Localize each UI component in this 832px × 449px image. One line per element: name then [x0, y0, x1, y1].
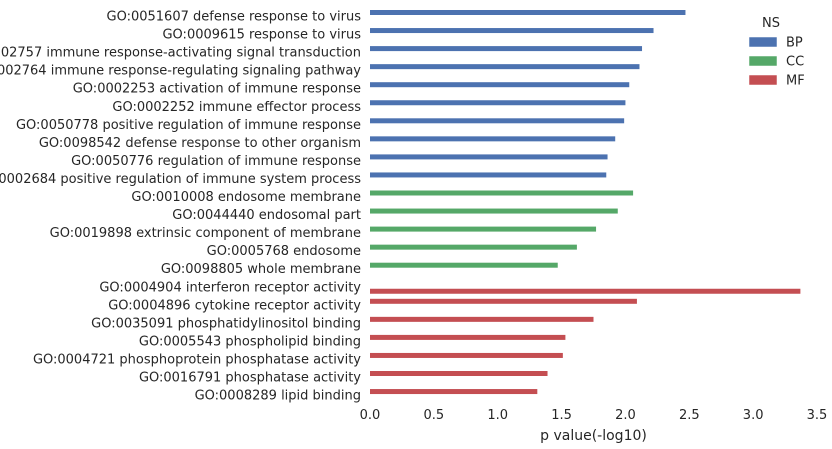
x-tick-label: 3.5	[807, 408, 828, 423]
bar-cc	[370, 262, 558, 268]
bar-mf	[370, 298, 637, 304]
legend-swatch-bp	[748, 36, 778, 48]
bar-bp	[370, 154, 608, 160]
bar-mf	[370, 316, 594, 322]
x-tick-labels: 0.0 0.5 1.0 1.5 2.0 2.5 3.0 3.5	[360, 408, 828, 423]
category-label: GO:0002764 immune response-regulating si…	[0, 64, 361, 79]
bar-cc	[370, 190, 634, 196]
x-axis-title: p value(-log10)	[540, 428, 647, 444]
bar-bp	[370, 10, 686, 15]
legend-swatch-cc	[748, 55, 778, 67]
bar-mf	[370, 334, 566, 340]
category-label: GO:0002253 activation of immune response	[73, 82, 361, 97]
bar-bp	[370, 172, 607, 178]
category-label: GO:0004904 interferon receptor activity	[99, 280, 361, 295]
bar-bp	[370, 64, 640, 70]
legend-label-mf: MF	[786, 74, 805, 89]
category-labels: GO:0051607 defense response to virus GO:0…	[0, 10, 361, 404]
x-tick-label: 0.5	[424, 408, 445, 423]
category-label: GO:0002757 immune response-activating si…	[0, 46, 361, 61]
bar-cc	[370, 208, 618, 214]
category-label: GO:0044440 endosomal part	[172, 208, 361, 223]
bar-mf	[370, 389, 538, 395]
legend-swatch-mf	[748, 74, 778, 86]
category-label: GO:0009615 response to virus	[162, 28, 361, 43]
category-label: GO:0002252 immune effector process	[112, 100, 361, 115]
x-tick-label: 0.0	[360, 408, 381, 423]
category-label: GO:0051607 defense response to virus	[107, 10, 362, 25]
category-label: GO:0002684 positive regulation of immune…	[0, 172, 361, 187]
x-tick-label: 3.0	[743, 408, 764, 423]
x-tick-label: 1.5	[551, 408, 572, 423]
category-label: GO:0004721 phosphoprotein phosphatase ac…	[33, 352, 361, 367]
category-label: GO:0005768 endosome	[207, 244, 361, 259]
category-label: GO:0019898 extrinsic component of membra…	[50, 226, 361, 241]
x-tick-label: 1.0	[487, 408, 508, 423]
category-label: GO:0050776 regulation of immune response	[71, 154, 361, 169]
bar-mf	[370, 352, 563, 358]
bar-bp	[370, 28, 654, 34]
legend-label-cc: CC	[786, 55, 804, 70]
legend: NS BP CC MF	[748, 16, 805, 89]
x-tick-label: 2.0	[615, 408, 636, 423]
category-label: GO:0098805 whole membrane	[161, 262, 361, 277]
bar-mf	[370, 371, 548, 376]
category-label: GO:0098542 defense response to other org…	[39, 136, 361, 151]
category-label: GO:0016791 phosphatase activity	[139, 371, 361, 386]
bar-bp	[370, 136, 616, 142]
category-label: GO:0005543 phospholipid binding	[139, 334, 361, 349]
category-label: GO:0050778 positive regulation of immune…	[16, 118, 361, 133]
bars-layer	[370, 10, 801, 395]
category-label: GO:0035091 phosphatidylinositol binding	[91, 316, 361, 331]
category-label: GO:0010008 endosome membrane	[131, 190, 361, 205]
legend-title: NS	[762, 16, 780, 31]
bar-bp	[370, 100, 626, 106]
bar-bp	[370, 82, 630, 88]
bar-cc	[370, 226, 597, 232]
bar-bp	[370, 118, 625, 124]
category-label: GO:0004896 cytokine receptor activity	[108, 298, 361, 313]
bar-bp	[370, 46, 643, 52]
x-tick-label: 2.5	[679, 408, 700, 423]
category-label: GO:0008289 lipid binding	[195, 389, 361, 404]
bar-mf	[370, 288, 801, 294]
legend-label-bp: BP	[786, 36, 803, 51]
bar-cc	[370, 244, 577, 250]
